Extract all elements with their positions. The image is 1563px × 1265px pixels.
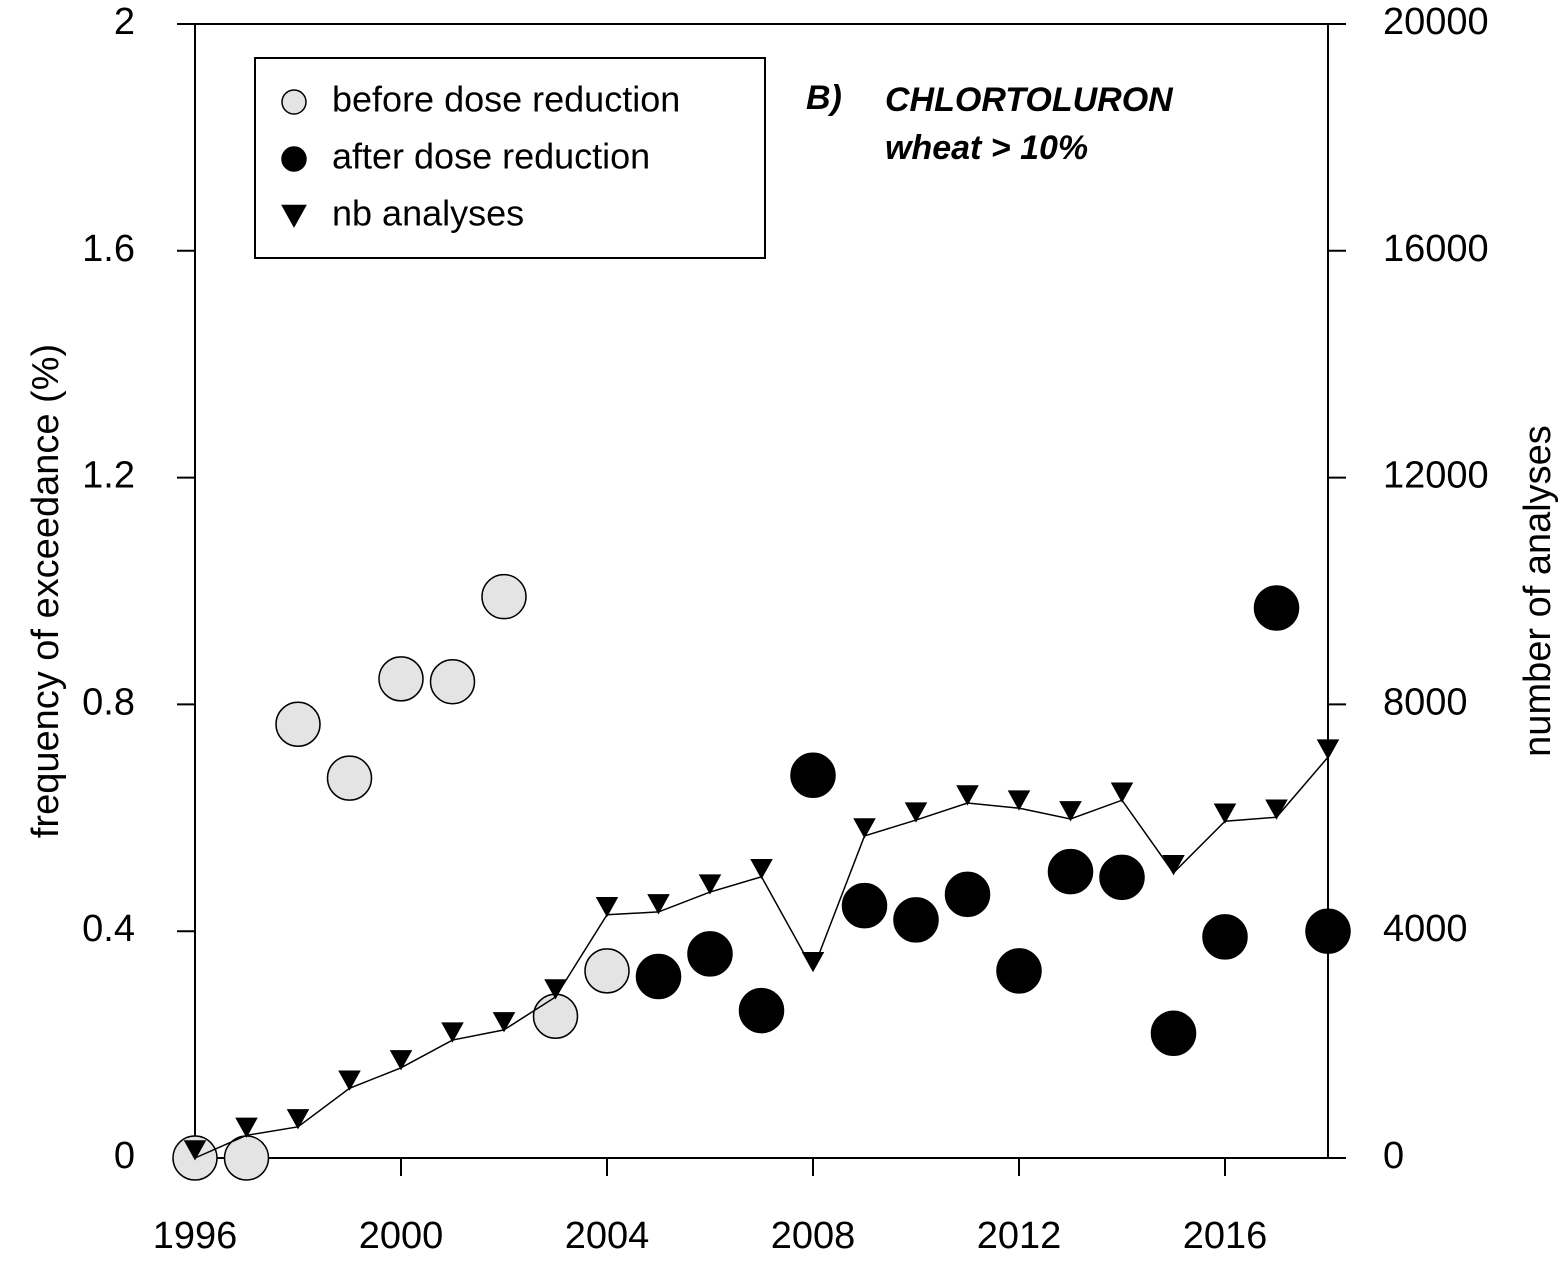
x-tick-label: 2016 [1183, 1215, 1268, 1257]
y2-tick-label: 0 [1383, 1135, 1404, 1177]
x-tick-label: 2004 [565, 1215, 650, 1257]
triangle-marker [1162, 855, 1185, 876]
bubble [1253, 585, 1300, 631]
triangle-marker [595, 897, 619, 918]
x-tick-label: 1996 [153, 1215, 238, 1257]
legend-label: nb analyses [332, 193, 524, 234]
y-tick-label: 0.4 [82, 908, 135, 950]
triangle-marker [492, 1012, 516, 1033]
bubble [1099, 854, 1145, 901]
series-line [194, 756, 1329, 1159]
triangle-marker [286, 1109, 310, 1130]
triangle-marker [441, 1022, 464, 1043]
bubble [429, 658, 476, 705]
legend-marker [281, 146, 307, 172]
triangle-marker [750, 859, 773, 880]
legend-label: before dose reduction [332, 79, 680, 120]
triangle-marker [338, 1070, 361, 1091]
annotation: CHLORTOLURON [885, 81, 1174, 119]
triangle-marker [1213, 803, 1237, 824]
y-tick-label: 0 [114, 1135, 135, 1177]
bubble [378, 656, 424, 702]
bubble [1047, 848, 1094, 895]
bubble [738, 987, 785, 1034]
bubble [481, 573, 527, 620]
y2-tick-label: 20000 [1383, 1, 1489, 43]
bubble [532, 993, 579, 1039]
triangle-marker [389, 1050, 413, 1071]
triangle-marker [698, 874, 722, 895]
bubble [996, 948, 1042, 994]
y-axis-label: frequency of exceedance (%) [25, 344, 67, 838]
plot-frame [194, 23, 1329, 1159]
triangle-marker [183, 1140, 207, 1161]
bubble [893, 897, 939, 943]
triangle-marker [801, 952, 825, 973]
triangle-marker [1110, 782, 1134, 803]
y2-axis-label: number of analyses [1517, 425, 1559, 757]
x-tick-label: 2000 [359, 1215, 444, 1257]
triangle-marker [1059, 801, 1082, 822]
bubble [790, 752, 836, 799]
x-tick-label: 2012 [977, 1215, 1062, 1257]
legend-label: after dose reduction [332, 136, 650, 177]
y2-tick-label: 16000 [1383, 228, 1489, 270]
triangle-marker [1265, 799, 1288, 820]
bubble [1305, 908, 1351, 954]
triangle-marker [647, 894, 670, 915]
y-tick-label: 2 [114, 1, 135, 43]
triangle-marker [235, 1117, 258, 1138]
y-tick-label: 0.8 [82, 681, 135, 723]
bubble [635, 953, 682, 1000]
bubble [944, 871, 991, 918]
y2-tick-label: 4000 [1383, 908, 1468, 950]
triangle-marker [544, 979, 567, 1000]
annotation: wheat > 10% [885, 129, 1088, 167]
legend-marker [281, 204, 307, 228]
bubble [584, 948, 630, 994]
triangle-marker [904, 802, 928, 823]
x-tick-label: 2008 [771, 1215, 856, 1257]
triangle-marker [853, 818, 876, 839]
y-tick-label: 1.2 [82, 455, 135, 497]
bubble [841, 882, 888, 929]
y2-tick-label: 12000 [1383, 455, 1489, 497]
y2-tick-label: 8000 [1383, 681, 1468, 723]
legend-box [254, 57, 766, 259]
triangle-marker [956, 785, 979, 806]
bubble [1202, 914, 1248, 960]
annotation: B) [806, 79, 842, 117]
y-tick-label: 1.6 [82, 228, 135, 270]
triangle-marker [1316, 739, 1340, 760]
bubble [1150, 1010, 1197, 1057]
legend-marker [281, 89, 307, 115]
bubble [326, 755, 373, 801]
bubble [687, 931, 733, 977]
triangle-marker [1007, 790, 1031, 811]
bubble [275, 701, 321, 747]
